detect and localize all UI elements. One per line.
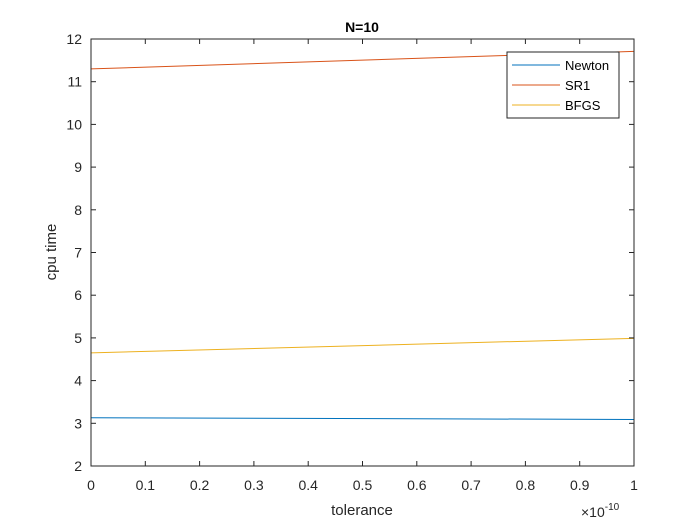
x-tick-label: 1 (630, 477, 638, 493)
x-tick-label: 0.9 (570, 477, 590, 493)
x-tick-label: 0.6 (407, 477, 427, 493)
y-tick-label: 4 (74, 373, 82, 389)
x-tick-label: 0.7 (461, 477, 481, 493)
x-tick-label: 0.3 (244, 477, 264, 493)
x-tick-label: 0.4 (298, 477, 318, 493)
y-tick-label: 5 (74, 330, 82, 346)
legend-label-sr1: SR1 (565, 78, 590, 93)
x-tick-label: 0 (87, 477, 95, 493)
legend: Newton SR1 BFGS (506, 51, 620, 119)
y-tick-label: 3 (74, 415, 82, 431)
x-tick-label: 0.2 (190, 477, 210, 493)
x-tick-label: 0.1 (136, 477, 156, 493)
legend-label-bfgs: BFGS (565, 98, 601, 113)
axes-box (90, 38, 635, 467)
y-axis-label: cpu time (43, 224, 60, 281)
y-tick-label: 10 (66, 116, 82, 132)
x-exponent-base: ×10 (581, 504, 605, 520)
y-tick-label: 9 (74, 159, 82, 175)
series-line-bfgs (90, 337, 635, 354)
x-tick-label: 0.5 (353, 477, 373, 493)
x-exponent-power: -10 (605, 502, 620, 513)
y-tick-label: 12 (66, 31, 82, 47)
axis-ticks: 0 0.1 0.2 0.3 0.4 0.5 0.6 0.7 0.8 0.9 123456789101… (66, 31, 638, 493)
y-tick-label: 8 (74, 202, 82, 218)
y-tick-label: 7 (74, 245, 82, 261)
x-tick-label: 0.8 (516, 477, 536, 493)
x-axis-exponent: ×10-10 (581, 502, 620, 520)
y-tick-label: 2 (74, 458, 82, 474)
y-tick-label: 6 (74, 287, 82, 303)
series-line-newton (90, 417, 635, 420)
legend-box (506, 51, 620, 119)
x-axis-label: tolerance (331, 502, 393, 519)
legend-label-newton: Newton (565, 58, 609, 73)
chart-title: N=10 (345, 19, 379, 35)
y-tick-label: 11 (67, 74, 82, 90)
